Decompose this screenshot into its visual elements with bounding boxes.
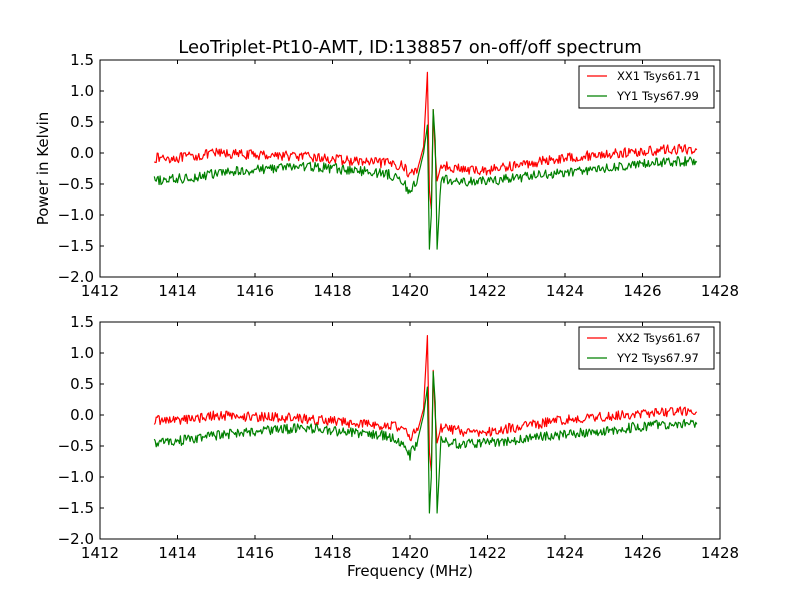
y-tick-label: −1.0 (58, 468, 94, 486)
y-tick-label: −0.5 (58, 437, 94, 455)
x-tick-label: 1420 (391, 282, 429, 300)
x-tick-label: 1412 (81, 282, 119, 300)
y-tick-label: −0.5 (58, 175, 94, 193)
y-tick-label: 1.5 (70, 313, 94, 331)
legend-label-xx1: XX1 Tsys61.71 (617, 69, 701, 83)
y-tick-label: −2.0 (58, 530, 94, 548)
legend-label-yy1: YY1 Tsys67.99 (616, 89, 699, 103)
y-tick-label: 1.5 (70, 51, 94, 69)
y-tick-label: −1.5 (58, 237, 94, 255)
x-tick-label: 1424 (546, 282, 584, 300)
x-tick-label: 1416 (236, 282, 274, 300)
y-tick-label: 0.0 (70, 144, 94, 162)
x-tick-label: 1416 (236, 544, 274, 562)
x-tick-label: 1428 (701, 282, 739, 300)
x-tick-label: 1422 (468, 282, 506, 300)
legend-label-xx2: XX2 Tsys61.67 (617, 331, 701, 345)
chart-title: LeoTriplet-Pt10-AMT, ID:138857 on-off/of… (178, 37, 642, 58)
x-tick-label: 1428 (701, 544, 739, 562)
x-tick-label: 1414 (158, 544, 196, 562)
series-line-xx1 (154, 71, 698, 210)
top-panel-ticks: 1412 1414 1416 1418 1420 1422 1424 1426 1428 1.5 1… (58, 51, 740, 300)
bottom-panel-ticks: 1412 1414 1416 1418 1420 1422 1424 1426 1428 1.5 1… (58, 313, 740, 562)
y-tick-label: −1.5 (58, 499, 94, 517)
y-tick-label: 1.0 (70, 344, 94, 362)
series-line-yy2 (153, 371, 698, 514)
x-tick-label: 1412 (81, 544, 119, 562)
y-tick-label: 0.5 (70, 375, 94, 393)
x-tick-label: 1426 (623, 544, 661, 562)
series-line-xx2 (153, 335, 698, 472)
bottom-panel: 1412 1414 1416 1418 1420 1422 1424 1426 1428 1.5 1… (58, 313, 740, 580)
x-tick-label: 1424 (546, 544, 584, 562)
legend-box (578, 65, 715, 109)
bottom-panel-legend: XX2 Tsys61.67 YY2 Tsys67.97 (578, 326, 715, 370)
y-axis-label: Power in Kelvin (34, 112, 52, 226)
x-tick-label: 1418 (313, 282, 351, 300)
y-tick-label: 0.5 (70, 113, 94, 131)
series-line-yy1 (153, 109, 698, 250)
y-tick-label: 0.0 (70, 406, 94, 424)
x-tick-label: 1414 (158, 282, 196, 300)
bottom-panel-series (153, 335, 698, 514)
y-tick-label: 1.0 (70, 82, 94, 100)
legend-label-yy2: YY2 Tsys67.97 (616, 351, 699, 365)
x-tick-label: 1422 (468, 544, 506, 562)
x-axis-label: Frequency (MHz) (347, 562, 473, 580)
y-tick-label: −2.0 (58, 268, 94, 286)
top-panel-legend: XX1 Tsys61.71 YY1 Tsys67.99 (578, 65, 715, 109)
top-panel: 1412 1414 1416 1418 1420 1422 1424 1426 1428 1.5 1… (34, 51, 739, 300)
top-panel-series (153, 71, 698, 250)
x-tick-label: 1420 (391, 544, 429, 562)
x-tick-label: 1418 (313, 544, 351, 562)
y-tick-label: −1.0 (58, 206, 94, 224)
legend-box (578, 326, 715, 370)
x-tick-label: 1426 (623, 282, 661, 300)
